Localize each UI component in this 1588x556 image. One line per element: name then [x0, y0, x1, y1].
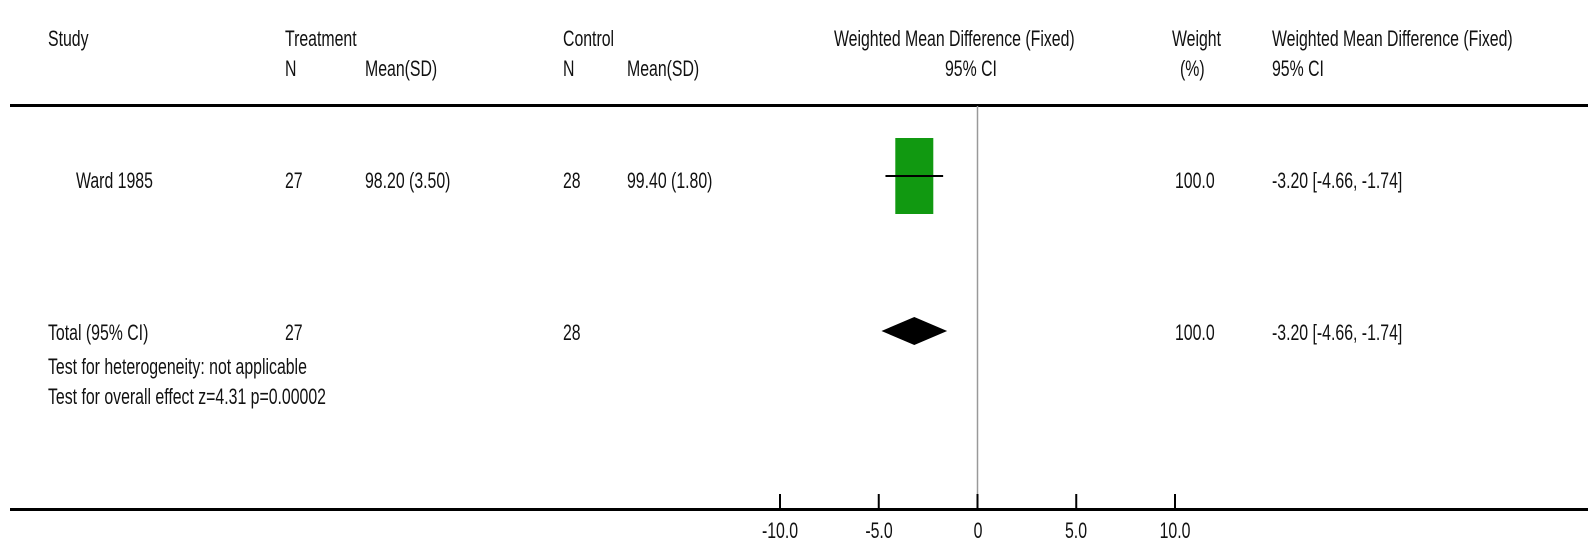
study-treatment-n: 27 [285, 168, 303, 193]
col-header-study: Study [48, 26, 89, 51]
col-header-wmd-text: Weighted Mean Difference (Fixed) [1272, 26, 1513, 51]
col-header-weight: Weight [1172, 26, 1222, 51]
study-weight: 100.0 [1175, 168, 1215, 193]
total-treatment-n: 27 [285, 320, 303, 345]
x-tick-label: 5.0 [1065, 518, 1088, 543]
study-name: Ward 1985 [76, 168, 153, 193]
col-header-weight-unit: (%) [1180, 56, 1205, 81]
total-weight: 100.0 [1175, 320, 1215, 345]
study-treatment-mean-sd: 98.20 (3.50) [365, 168, 451, 193]
overall-effect-test: Test for overall effect z=4.31 p=0.00002 [48, 384, 326, 409]
study-wmd-ci: -3.20 [-4.66, -1.74] [1272, 168, 1403, 193]
x-tick-label: 10.0 [1159, 518, 1191, 543]
footer-rule [10, 508, 1588, 511]
col-header-wmd-plot: Weighted Mean Difference (Fixed) [834, 26, 1075, 51]
total-label: Total (95% CI) [48, 320, 149, 345]
col-header-treatment-n: N [285, 56, 297, 81]
col-header-treatment: Treatment [285, 26, 357, 51]
heterogeneity-test: Test for heterogeneity: not applicable [48, 354, 307, 379]
col-header-control-mean: Mean(SD) [627, 56, 700, 81]
col-header-treatment-mean: Mean(SD) [365, 56, 438, 81]
col-header-wmd-plot-ci: 95% CI [945, 56, 997, 81]
x-tick-label: 0 [973, 518, 982, 543]
total-wmd-ci: -3.20 [-4.66, -1.74] [1272, 320, 1403, 345]
x-tick-label: -10.0 [761, 518, 799, 543]
col-header-wmd-text-ci: 95% CI [1272, 56, 1324, 81]
x-tick-label: -5.0 [865, 518, 893, 543]
header-rule [10, 104, 1588, 107]
total-control-n: 28 [563, 320, 581, 345]
pooled-diamond [881, 317, 948, 345]
study-control-mean-sd: 99.40 (1.80) [627, 168, 713, 193]
col-header-control: Control [563, 26, 615, 51]
study-control-n: 28 [563, 168, 581, 193]
col-header-control-n: N [563, 56, 575, 81]
